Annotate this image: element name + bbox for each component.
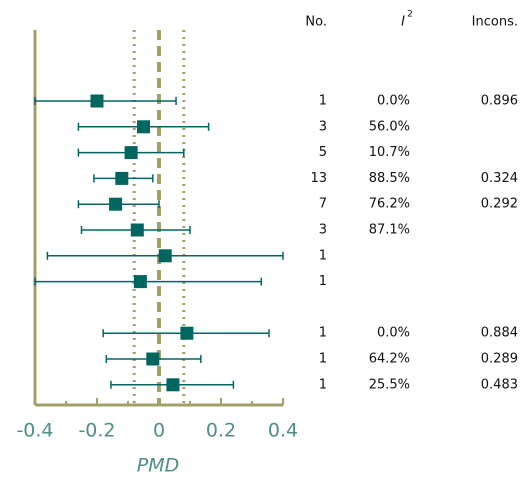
incons-header: Incons. (472, 15, 518, 30)
x-tick-label: 0 (153, 420, 165, 442)
no-value: 1 (319, 352, 327, 367)
no-value: 1 (319, 377, 327, 392)
incons-value: 0.896 (481, 94, 518, 109)
estimate-marker (90, 94, 104, 108)
incons-value: 0.289 (481, 352, 518, 367)
no-value: 5 (319, 145, 327, 160)
estimate-marker (133, 275, 147, 289)
i2-value: 64.2% (369, 352, 410, 367)
x-tick-label: 0.2 (206, 420, 236, 442)
no-value: 13 (310, 171, 327, 186)
estimate-marker (158, 249, 172, 263)
estimate-marker (124, 146, 138, 160)
estimate-marker (166, 378, 180, 392)
no-value: 1 (319, 326, 327, 341)
incons-value: 0.292 (481, 197, 518, 212)
i2-value: 87.1% (369, 223, 410, 238)
estimate-marker (137, 120, 150, 134)
i2-value: 10.7% (369, 145, 410, 160)
no-value: 1 (319, 248, 327, 263)
incons-value: 0.483 (481, 377, 518, 392)
estimate-marker (109, 197, 123, 211)
i2-value: 56.0% (369, 119, 410, 134)
i2-value: 0.0% (377, 94, 410, 109)
x-tick-label: 0.4 (268, 420, 298, 442)
no-value: 3 (319, 223, 327, 238)
no-value: 3 (319, 119, 327, 134)
estimate-marker (130, 223, 144, 237)
i2-header: I (401, 15, 405, 30)
no-header: No. (305, 15, 327, 30)
incons-value: 0.884 (481, 326, 518, 341)
no-value: 1 (319, 94, 327, 109)
x-tick-label: -0.4 (16, 420, 53, 442)
i2-value: 88.5% (369, 171, 410, 186)
x-tick-label: -0.2 (78, 420, 115, 442)
no-value: 1 (319, 274, 327, 289)
estimate-marker (180, 326, 194, 340)
i2-value: 76.2% (369, 197, 410, 212)
estimate-marker (115, 171, 129, 185)
incons-value: 0.324 (481, 171, 518, 186)
no-value: 7 (319, 197, 327, 212)
estimate-marker (146, 352, 160, 366)
i2-value: 0.0% (377, 326, 410, 341)
i2-value: 25.5% (369, 377, 410, 392)
i2-header-sup: 2 (407, 10, 413, 20)
x-axis-label: PMD (137, 455, 179, 477)
